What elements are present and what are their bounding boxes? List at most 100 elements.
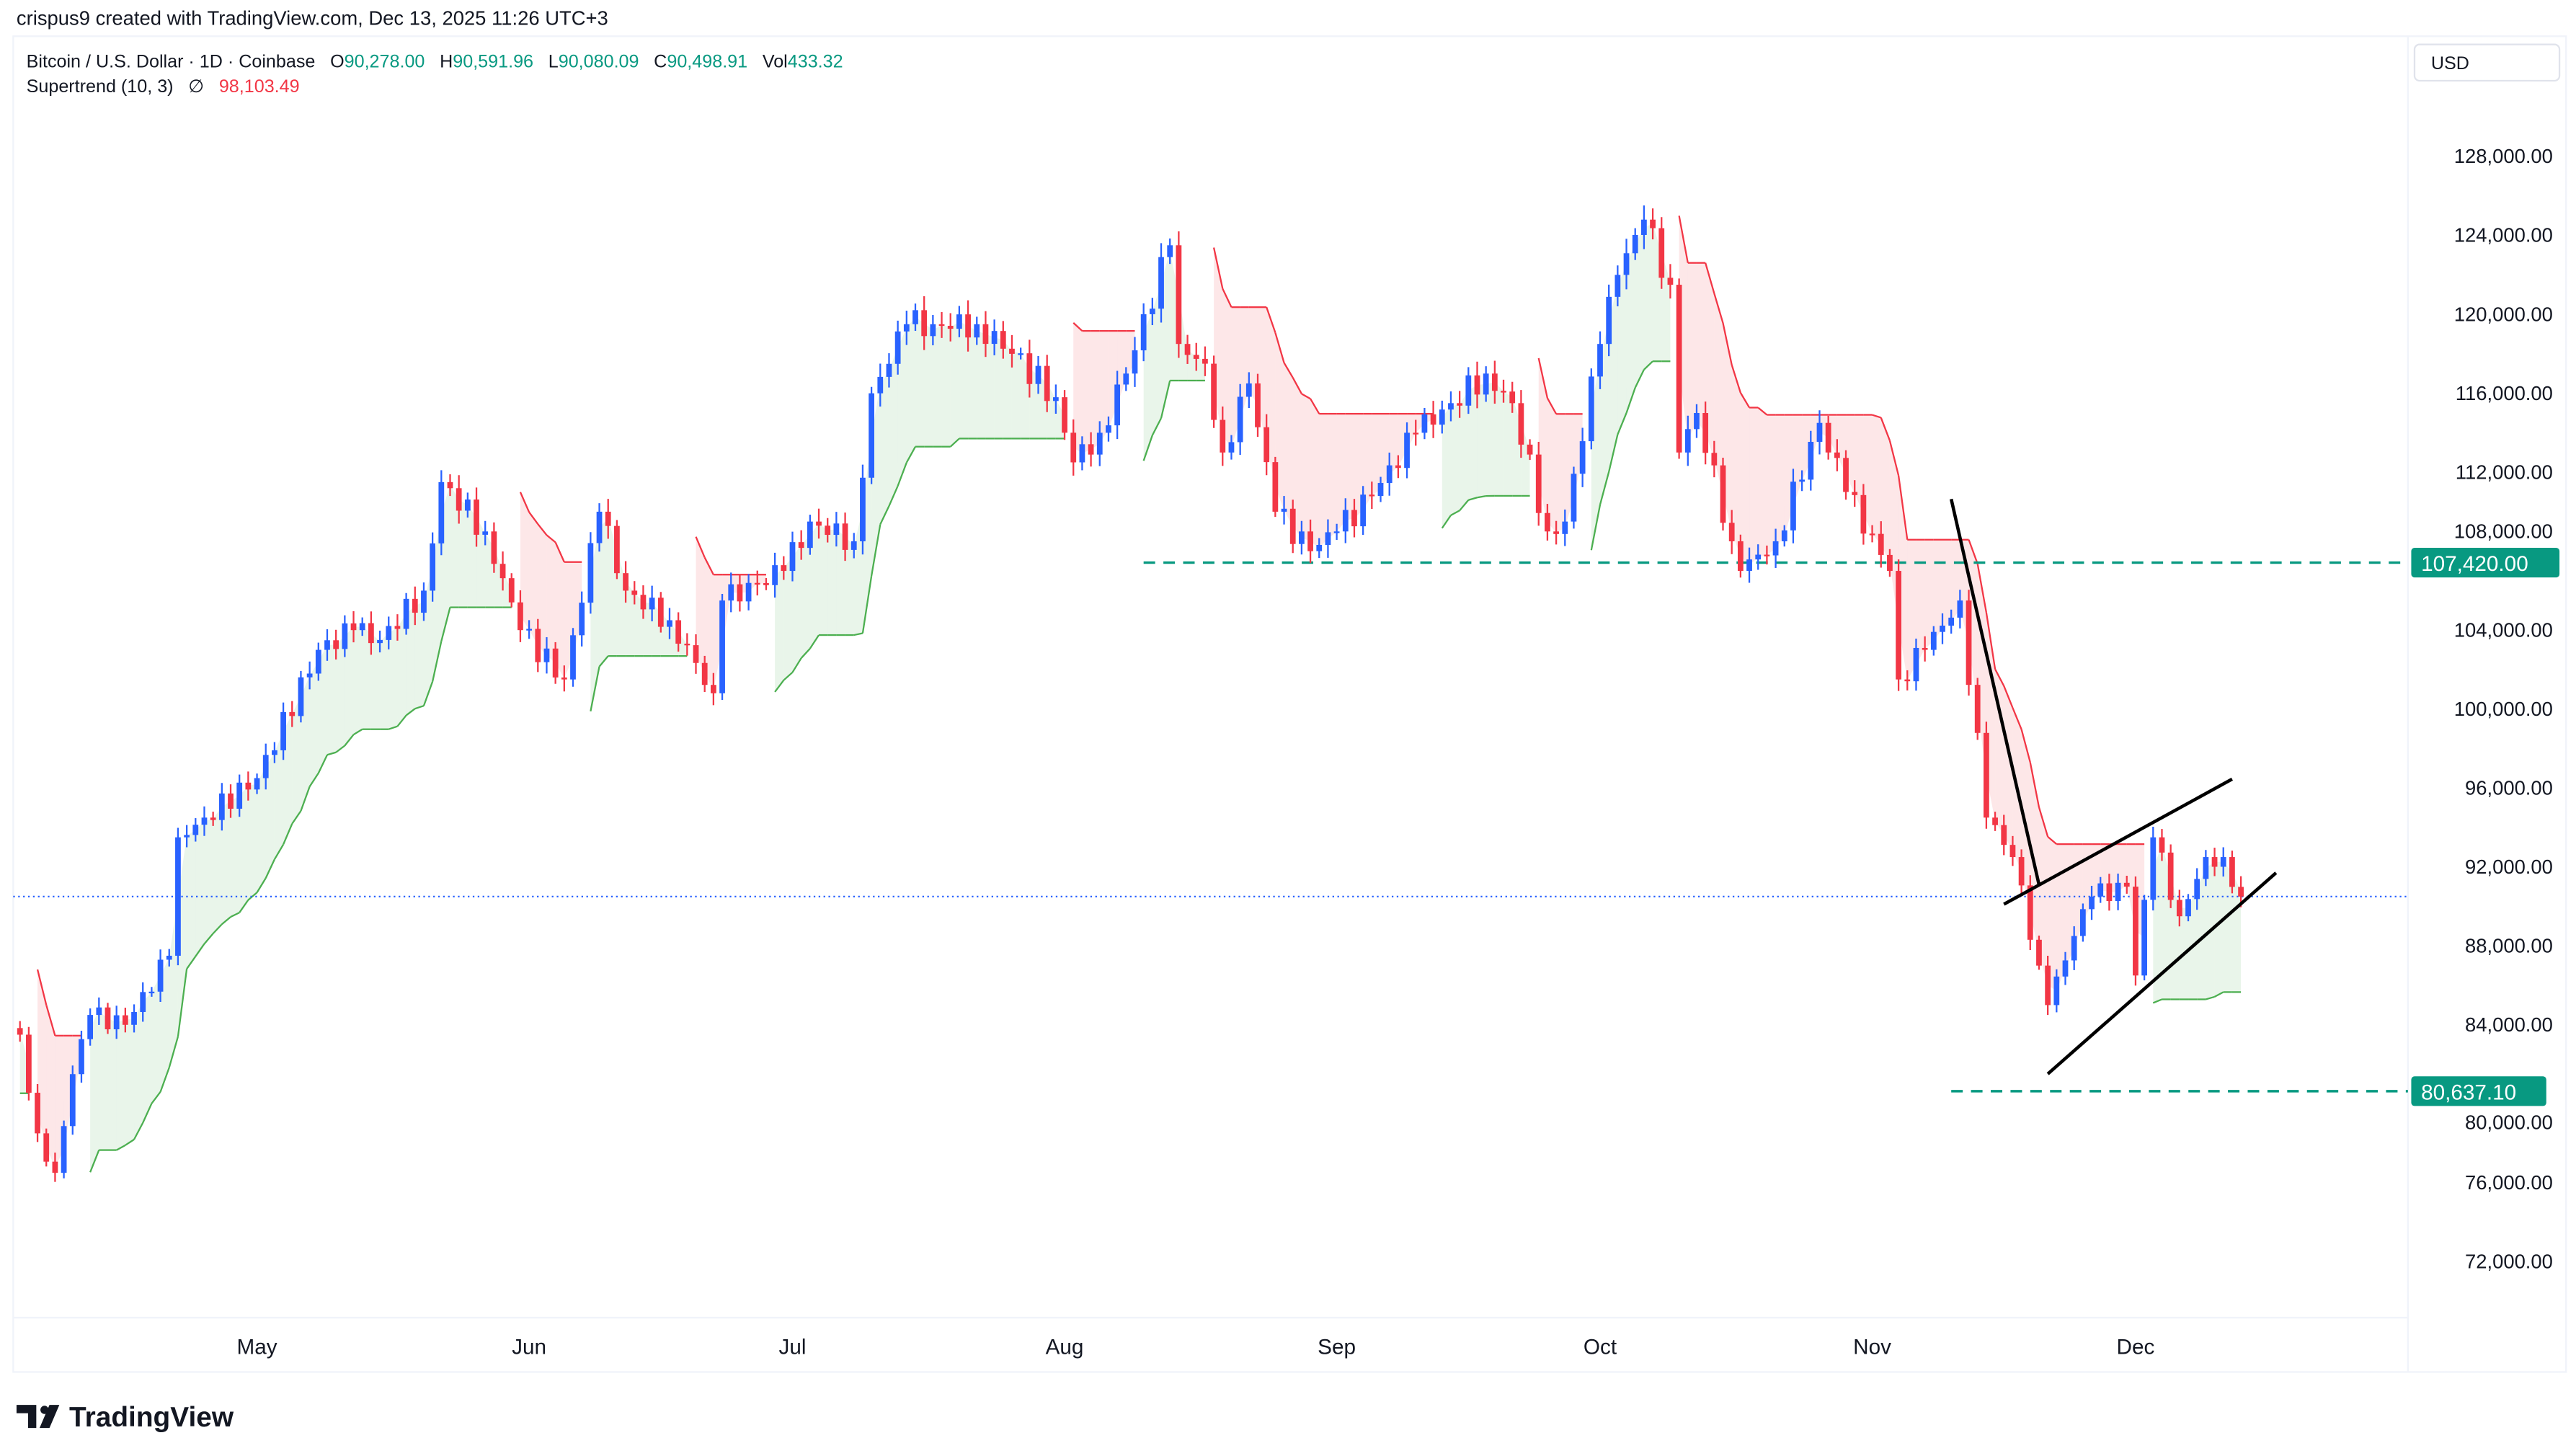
candle-body	[1255, 383, 1261, 427]
supertrend-segment	[265, 858, 275, 879]
supertrend-fill-segment	[862, 435, 872, 634]
indicator-legend[interactable]: Supertrend (10, 3) ∅ 98,103.49	[27, 76, 300, 97]
candle-body	[184, 835, 190, 838]
supertrend-segment	[1142, 435, 1153, 461]
candle-body	[1808, 441, 1814, 480]
candle-body	[1457, 403, 1463, 406]
candle-body	[403, 598, 409, 629]
indicator-value: 98,103.49	[219, 76, 300, 97]
supertrend-fill-segment	[1310, 399, 1320, 549]
currency-button[interactable]	[2413, 43, 2561, 82]
supertrend-fill-segment	[792, 545, 801, 672]
time-axis: May Jun Jul Aug Sep Oct Nov Dec	[237, 1335, 2155, 1359]
candle-body	[894, 331, 901, 364]
candle-body	[1720, 465, 1726, 523]
candle-body	[1211, 363, 1217, 420]
candle-body	[1957, 600, 1963, 618]
supertrend-segment	[2038, 807, 2049, 838]
level-price-label: 80,637.10	[2421, 1080, 2516, 1104]
candle-body	[543, 648, 550, 662]
supertrend-fill-segment	[476, 517, 486, 608]
candle-body	[640, 595, 647, 610]
legend-row: Bitcoin / U.S. Dollar · 1D · Coinbase O9…	[27, 52, 843, 72]
candle-body	[1667, 278, 1674, 285]
supertrend-fill-segment	[783, 556, 793, 680]
supertrend-fill-segment	[809, 523, 820, 649]
supertrend-segment	[1739, 392, 1751, 409]
supertrend-segment	[352, 728, 363, 736]
supertrend-fill-segment	[327, 644, 337, 755]
supertrend-fill-segment	[757, 574, 766, 585]
supertrend-fill-segment	[1635, 227, 1644, 388]
supertrend-segment	[440, 607, 451, 642]
supertrend-fill-segment	[1995, 669, 2004, 835]
supertrend-fill	[19, 216, 2242, 1173]
candle-body	[1018, 353, 1024, 355]
supertrend-fill-segment	[1170, 251, 1179, 381]
level-badges: 107,420.00 80,637.10	[2411, 547, 2560, 1106]
supertrend-fill-segment	[959, 321, 969, 439]
trendline[interactable]	[1949, 498, 2041, 885]
candle-body	[667, 620, 672, 627]
candle-body	[456, 488, 462, 511]
supertrend-segment	[239, 899, 249, 913]
supertrend-segment	[1872, 414, 1882, 419]
candle-body	[482, 531, 489, 535]
supertrend-segment	[396, 714, 407, 727]
supertrend-fill-segment	[1547, 398, 1557, 533]
candle-body	[87, 1015, 94, 1039]
supertrend-segment	[1985, 612, 1997, 670]
currency-label: USD	[2431, 53, 2469, 74]
candle-body	[272, 750, 277, 755]
supertrend-segment	[195, 943, 205, 957]
candle-body	[1545, 512, 1550, 532]
supertrend-segment	[308, 773, 319, 787]
supertrend-fill-segment	[1731, 365, 1741, 556]
supertrend-fill-segment	[1714, 293, 1723, 494]
candle-body	[1597, 344, 1603, 377]
supertrend-segment	[116, 1144, 126, 1151]
trendline[interactable]	[2046, 871, 2278, 1075]
candle-body	[1702, 413, 1709, 453]
supertrend-segment	[1590, 505, 1602, 551]
trendline[interactable]	[2003, 777, 2234, 906]
candle-body	[2133, 887, 2138, 976]
price-tick-label: 108,000.00	[2454, 520, 2553, 542]
supertrend-segment	[537, 523, 548, 536]
supertrend-fill-segment	[1758, 407, 1767, 557]
candle-body	[2001, 825, 2007, 845]
candle-body	[474, 500, 479, 535]
supertrend-fill-segment	[1126, 331, 1135, 379]
candle-body	[1728, 523, 1735, 541]
candle-body	[1984, 732, 1989, 818]
supertrend-fill-segment	[1775, 414, 1785, 549]
candle-body	[2167, 852, 2174, 900]
supertrend-segment	[168, 1036, 179, 1068]
candle-body	[25, 1034, 32, 1093]
supertrend-segment	[89, 1150, 100, 1173]
supertrend-fill-segment	[1073, 322, 1083, 453]
supertrend-segment	[1274, 332, 1285, 363]
candle-body	[631, 590, 638, 595]
indicator-name: Supertrend (10, 3)	[27, 76, 174, 97]
supertrend-fill-segment	[1872, 414, 1881, 545]
candle-body	[1948, 617, 1955, 626]
supertrend-fill-segment	[1626, 244, 1635, 413]
candle-body	[1571, 474, 1577, 522]
level-price-badge	[2411, 547, 2560, 578]
supertrend-segment	[1467, 497, 1478, 501]
low-label: L	[548, 52, 559, 72]
supertrend-fill-segment	[1292, 377, 1302, 538]
supertrend-fill-segment	[125, 1018, 135, 1145]
candle-body	[1299, 531, 1305, 544]
supertrend-fill-segment	[977, 330, 986, 439]
supertrend-segment	[1722, 322, 1733, 365]
supertrend-fill-segment	[458, 499, 468, 608]
supertrend-segment	[300, 786, 311, 812]
candle-body	[1816, 422, 1823, 442]
supertrend-segment	[221, 916, 231, 925]
candle-body	[526, 629, 532, 631]
candle-body	[1237, 396, 1243, 443]
supertrend-fill-segment	[546, 535, 556, 663]
